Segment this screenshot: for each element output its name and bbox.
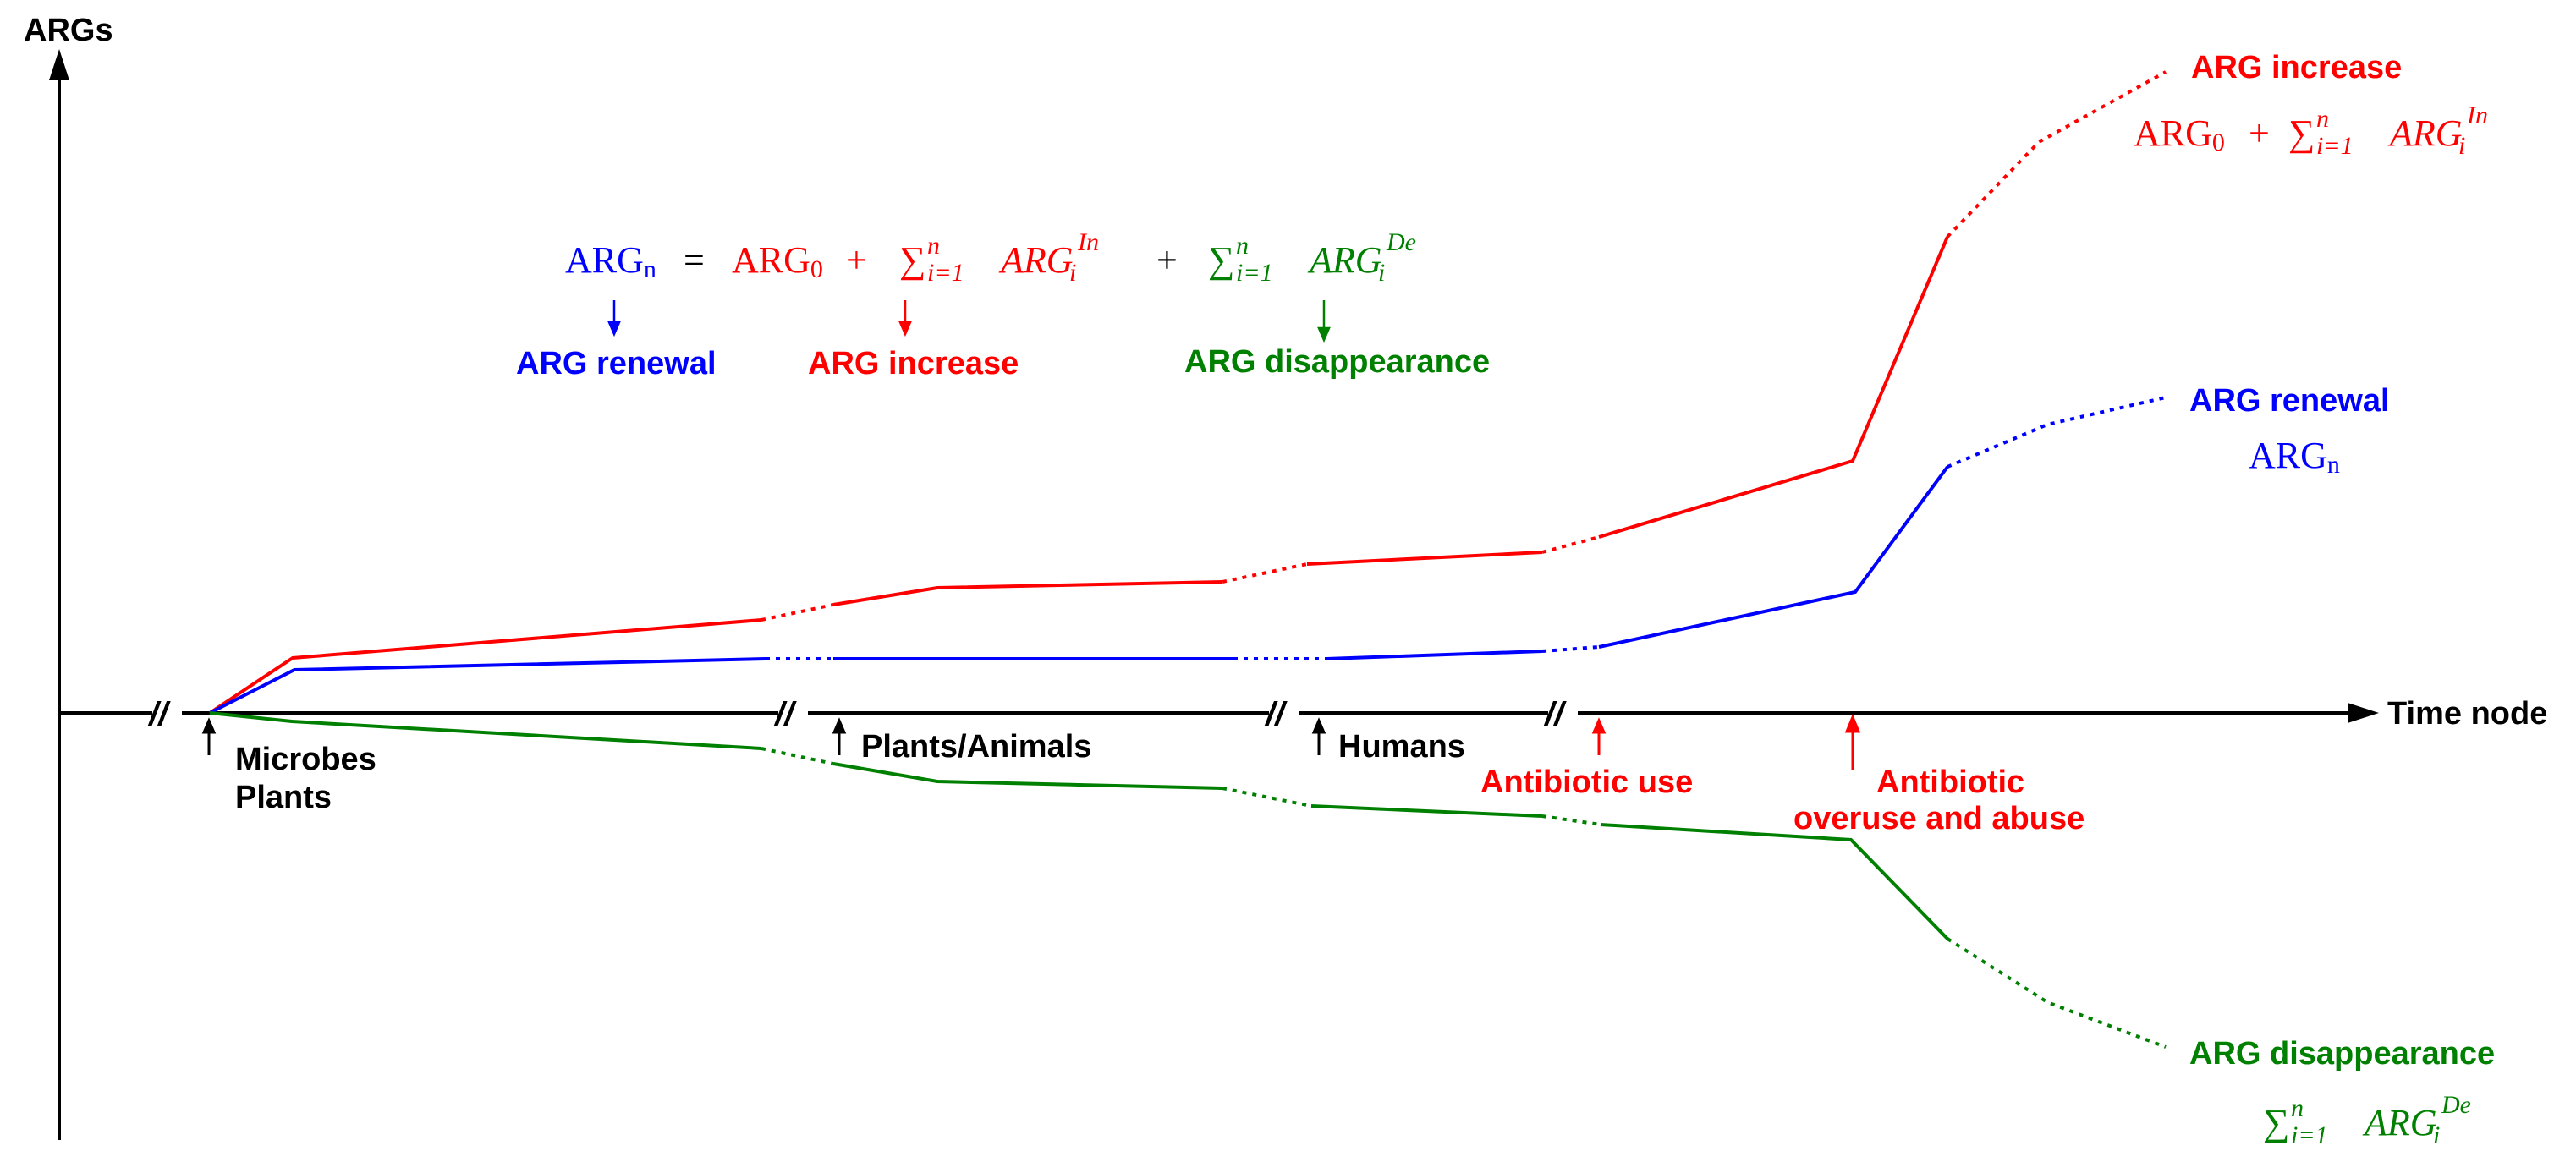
increase-curve (208, 70, 2167, 715)
node-label-microbes: Microbes (235, 742, 376, 777)
legend-renewal-label: ARG renewal (2189, 383, 2390, 419)
legend-disappearance: ARG disappearance ∑ n i=1 ARG i De (2189, 1036, 2495, 1149)
increase-dotted-2 (1222, 562, 1308, 584)
svg-text:i=1: i=1 (1236, 259, 1273, 287)
break-mark-4: // (1543, 696, 1567, 733)
svg-text:ARG: ARG (2362, 1102, 2437, 1143)
formula-equals: = (684, 239, 705, 281)
node-label-plants-animals: Plants/Animals (861, 729, 1091, 765)
svg-text:+: + (2249, 112, 2270, 154)
formula-lhs: ARGn (565, 239, 656, 283)
increase-dotted-1 (761, 603, 834, 622)
svg-text:n: n (927, 232, 940, 260)
disappearance-dotted-2 (1222, 787, 1312, 808)
disappearance-dotted-3 (1541, 814, 1601, 826)
svg-text:i: i (2458, 132, 2465, 160)
formula-label-renewal: ARG renewal (516, 346, 717, 381)
node-label-humans: Humans (1338, 729, 1465, 765)
svg-text:∑: ∑ (2263, 1102, 2289, 1143)
disappearance-solid-3 (1310, 804, 1543, 818)
legend-renewal: ARG renewal ARGn (2189, 383, 2390, 479)
svg-text:i: i (1378, 259, 1385, 287)
break-mark-1: // (147, 696, 171, 733)
svg-text:i=1: i=1 (927, 259, 964, 287)
renewal-solid-4 (1598, 465, 1949, 649)
node-arrows-red (1591, 714, 1861, 770)
svg-text:n: n (2291, 1094, 2304, 1122)
svg-text:i: i (1069, 259, 1076, 287)
increase-solid-4 (1598, 236, 1949, 539)
svg-text:In: In (2466, 101, 2488, 129)
svg-text:i: i (2433, 1121, 2440, 1149)
formula-label-disappearance: ARG disappearance (1184, 344, 1490, 380)
increase-dotted-3 (1541, 535, 1600, 554)
y-axis-label: ARGs (24, 13, 113, 48)
node-arrows-black (201, 717, 1326, 755)
svg-text:∑: ∑ (899, 239, 925, 281)
formula-arg0: ARG0 (732, 239, 823, 283)
node-label-overuse: overuse and abuse (1793, 801, 2084, 836)
central-formula: ARGn = ARG0 + ∑ n i=1 ARG i In + ∑ n i=1… (516, 228, 1490, 381)
svg-text:ARG: ARG (998, 239, 1074, 281)
formula-plus-1: + (846, 239, 867, 281)
node-label-plants: Plants (235, 780, 332, 815)
disappearance-curve (209, 711, 2167, 1049)
legend-disappearance-label: ARG disappearance (2189, 1036, 2495, 1072)
disappearance-dotted-4 (1946, 937, 2167, 1049)
renewal-dotted-3 (1541, 645, 1600, 653)
svg-text:ARG: ARG (1307, 239, 1382, 281)
svg-text:i=1: i=1 (2291, 1121, 2328, 1149)
formula-arrow-increase (898, 300, 912, 337)
disappearance-solid-1 (209, 711, 762, 750)
increase-solid-2 (832, 580, 1223, 606)
renewal-solid-1 (209, 657, 766, 715)
svg-text:∑: ∑ (2288, 112, 2315, 154)
node-label-antibiotic: Antibiotic (1876, 765, 2024, 800)
formula-arrow-renewal (607, 300, 621, 337)
axes: ARGs Time node (24, 13, 2547, 1140)
svg-text:∑: ∑ (1208, 239, 1234, 281)
formula-label-increase: ARG increase (808, 346, 1019, 381)
formula-sum-disappearance: ∑ n i=1 ARG i De (1208, 228, 1416, 287)
increase-solid-1 (208, 618, 762, 715)
x-axis-label: Time node (2387, 696, 2547, 732)
axis-breaks: // // // // (147, 696, 1567, 733)
legend-increase: ARG increase ARG0 + ∑ n i=1 ARG i In (2134, 50, 2488, 160)
timeline-labels: Microbes Plants Plants/Animals Humans An… (235, 729, 2084, 836)
increase-solid-3 (1306, 551, 1543, 566)
svg-text:ARG0: ARG0 (2134, 112, 2225, 156)
break-mark-2: // (773, 696, 797, 733)
svg-text:i=1: i=1 (2316, 132, 2354, 160)
disappearance-solid-4 (1600, 823, 1949, 940)
break-mark-3: // (1264, 696, 1288, 733)
increase-dotted-4 (1946, 70, 2167, 238)
svg-text:De: De (2441, 1091, 2471, 1119)
svg-text:n: n (1236, 232, 1249, 260)
formula-plus-2: + (1156, 239, 1178, 281)
svg-text:De: De (1386, 228, 1416, 256)
legend-increase-label: ARG increase (2191, 50, 2402, 85)
disappearance-solid-2 (832, 762, 1223, 790)
disappearance-dotted-1 (761, 747, 834, 765)
y-axis-arrowhead (49, 49, 69, 80)
renewal-solid-3 (1326, 650, 1543, 660)
formula-arrow-disappearance (1317, 300, 1331, 343)
svg-text:ARG: ARG (2387, 112, 2463, 154)
x-axis-arrowhead (2348, 703, 2379, 723)
formula-sum-increase: ∑ n i=1 ARG i In (899, 228, 1099, 287)
svg-text:n: n (2316, 105, 2329, 133)
node-label-antibiotic-use: Antibiotic use (1480, 765, 1693, 800)
renewal-dotted-4 (1947, 396, 2167, 469)
svg-text:In: In (1077, 228, 1099, 256)
svg-text:ARGn: ARGn (2249, 435, 2340, 479)
renewal-curve (209, 396, 2167, 715)
